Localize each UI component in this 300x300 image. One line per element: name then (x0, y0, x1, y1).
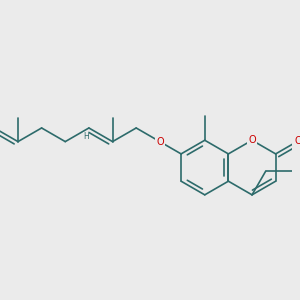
Text: O: O (156, 136, 164, 147)
Text: O: O (294, 136, 300, 146)
Text: O: O (248, 135, 256, 145)
Text: H: H (83, 132, 89, 141)
